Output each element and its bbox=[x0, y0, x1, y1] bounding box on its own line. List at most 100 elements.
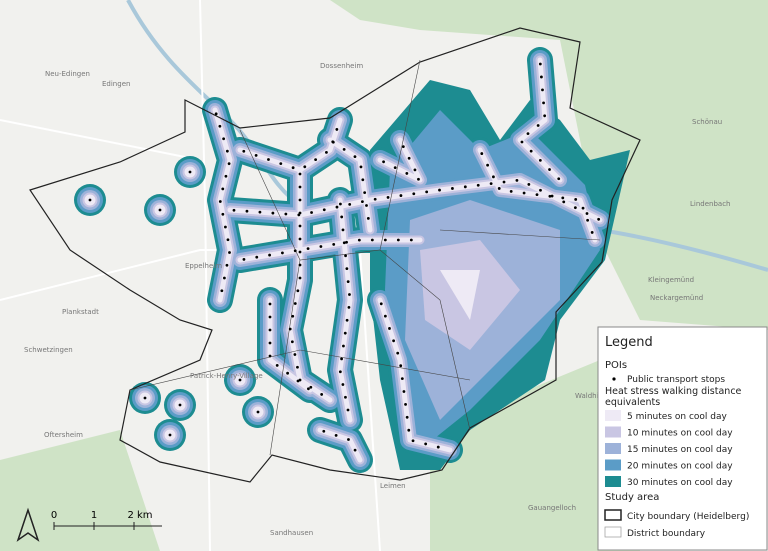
transport-stop bbox=[298, 263, 302, 267]
place-label: Schwetzingen bbox=[24, 346, 73, 354]
transport-stop bbox=[286, 371, 289, 375]
transport-stop bbox=[268, 328, 272, 332]
transport-stop bbox=[520, 140, 524, 144]
transport-stop bbox=[298, 211, 302, 215]
transport-stop bbox=[489, 182, 493, 186]
transport-stop bbox=[347, 306, 351, 309]
transport-stop bbox=[543, 114, 547, 118]
transport-stop bbox=[232, 208, 236, 212]
transport-stop bbox=[590, 231, 594, 234]
transport-stop bbox=[296, 379, 300, 383]
transport-stop bbox=[290, 340, 294, 344]
transport-stop bbox=[548, 194, 552, 198]
heat-zone bbox=[377, 297, 453, 453]
transport-stop bbox=[538, 158, 542, 162]
transport-stop bbox=[258, 210, 262, 214]
transport-stop bbox=[366, 216, 370, 220]
place-label: Oftersheim bbox=[44, 431, 83, 439]
transport-stop bbox=[338, 370, 342, 374]
transport-stop bbox=[536, 124, 540, 127]
legend-swatch bbox=[605, 443, 621, 454]
heat-zone bbox=[440, 270, 480, 320]
transport-stop bbox=[225, 263, 229, 267]
transport-stop bbox=[310, 211, 313, 214]
legend-heading-line: equivalents bbox=[605, 397, 660, 408]
transport-stop bbox=[224, 174, 228, 178]
transport-stop bbox=[574, 198, 578, 201]
transport-stops bbox=[88, 62, 601, 452]
place-label: Edingen bbox=[102, 80, 130, 88]
transport-stop bbox=[344, 254, 347, 258]
city-boundary bbox=[29, 27, 641, 483]
transport-stop bbox=[332, 242, 336, 246]
transport-stop bbox=[245, 209, 249, 213]
transport-stop bbox=[412, 192, 416, 196]
district-boundaries bbox=[129, 59, 601, 456]
transport-stop bbox=[221, 212, 225, 216]
transport-stop bbox=[279, 162, 283, 165]
transport-stop bbox=[298, 237, 302, 241]
transport-stop bbox=[342, 241, 346, 245]
transport-stop bbox=[357, 238, 361, 242]
legend-swatch bbox=[605, 410, 621, 421]
transport-stop bbox=[340, 215, 344, 219]
transport-stop bbox=[222, 137, 226, 141]
transport-stop bbox=[168, 433, 172, 437]
transport-stop bbox=[256, 410, 260, 414]
transport-stop bbox=[242, 149, 246, 153]
transport-stop bbox=[388, 327, 391, 330]
transport-stop bbox=[359, 165, 363, 169]
transport-stop bbox=[268, 341, 272, 345]
transport-stop bbox=[383, 238, 387, 242]
transport-stop bbox=[226, 238, 230, 242]
transport-stop bbox=[424, 442, 428, 446]
transport-stop bbox=[401, 145, 405, 149]
transport-stop bbox=[413, 168, 417, 172]
transport-stop bbox=[341, 228, 345, 232]
transport-stop bbox=[396, 351, 400, 355]
transport-stop bbox=[562, 200, 566, 204]
place-label: Gauangelloch bbox=[528, 504, 576, 512]
transport-stop bbox=[405, 415, 409, 419]
place-label: Neu-Edingen bbox=[45, 70, 90, 78]
transport-stop bbox=[218, 124, 222, 128]
transport-stop bbox=[373, 197, 377, 201]
transport-stop bbox=[227, 162, 231, 166]
transport-stop bbox=[561, 196, 565, 200]
legend-item: City boundary (Heidelberg) bbox=[627, 512, 749, 522]
transport-stop bbox=[535, 193, 539, 197]
transport-stop bbox=[527, 183, 531, 186]
transport-stop bbox=[242, 257, 246, 261]
transport-stop bbox=[188, 170, 192, 174]
transport-stop bbox=[220, 289, 224, 293]
transport-stop bbox=[298, 185, 302, 189]
transport-stop bbox=[522, 191, 526, 195]
transport-stop bbox=[143, 396, 147, 400]
legend-item: Public transport stops bbox=[627, 375, 725, 385]
place-label: Sandhausen bbox=[270, 529, 313, 537]
transport-stop bbox=[436, 445, 440, 449]
transport-stop bbox=[405, 172, 409, 175]
transport-stop bbox=[178, 403, 182, 407]
transport-stop bbox=[338, 202, 342, 206]
heat-legend-items: 5 minutes on cool day 10 minutes on cool … bbox=[605, 410, 733, 488]
transport-stop bbox=[396, 238, 400, 242]
legend-item: 30 minutes on cool day bbox=[627, 478, 733, 488]
transport-stop bbox=[509, 189, 513, 193]
transport-stop bbox=[425, 190, 429, 194]
transport-stop bbox=[306, 247, 310, 251]
transport-stop bbox=[298, 224, 302, 228]
transport-stop bbox=[346, 280, 350, 283]
transport-stop bbox=[319, 245, 323, 248]
transport-stop bbox=[293, 353, 297, 356]
transport-stop bbox=[402, 390, 406, 393]
transport-stop bbox=[331, 140, 335, 144]
transport-stop bbox=[342, 148, 346, 151]
transport-stop bbox=[539, 188, 542, 192]
transport-stop bbox=[365, 204, 368, 207]
transport-stop bbox=[291, 314, 295, 318]
transport-stop bbox=[383, 314, 387, 318]
transport-stop bbox=[322, 429, 326, 433]
